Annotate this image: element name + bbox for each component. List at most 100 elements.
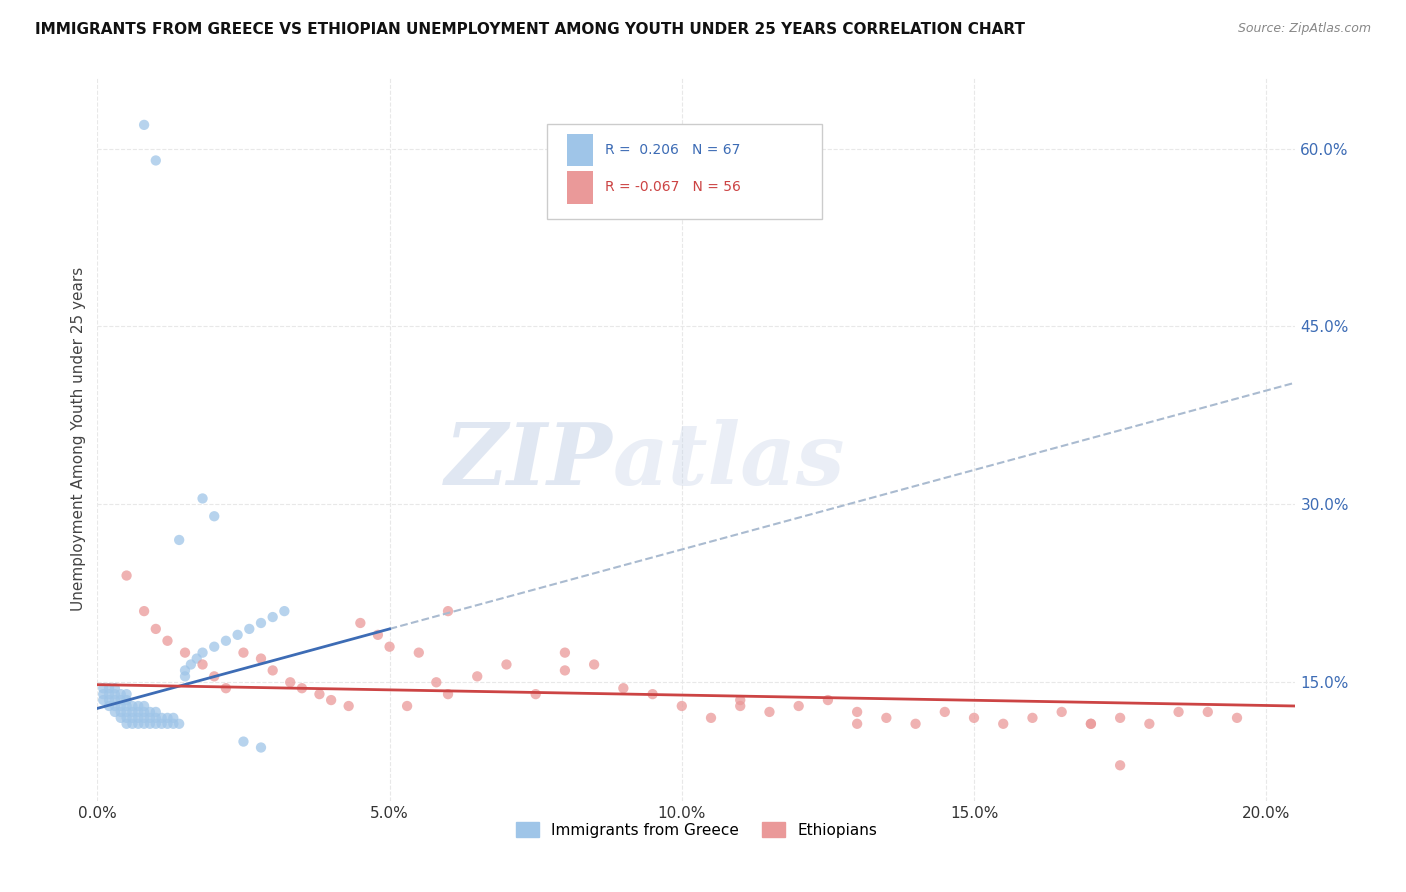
Point [132, 716, 155, 731]
Point [127, 711, 149, 725]
Point [1050, 705, 1073, 719]
Point [1167, 705, 1189, 719]
Point [465, 669, 488, 683]
Point [817, 693, 839, 707]
Point [202, 669, 225, 683]
Point [104, 693, 127, 707]
Text: atlas: atlas [613, 419, 845, 502]
Point [758, 705, 780, 719]
Point [162, 711, 184, 725]
Point [98, 698, 121, 713]
Text: Source: ZipAtlas.com: Source: ZipAtlas.com [1237, 22, 1371, 36]
Point [127, 705, 149, 719]
Point [1080, 716, 1102, 731]
Point [291, 681, 314, 696]
Point [215, 633, 238, 648]
Point [238, 622, 260, 636]
Point [308, 687, 330, 701]
Point [934, 705, 956, 719]
Point [278, 675, 301, 690]
FancyBboxPatch shape [547, 125, 823, 219]
Point [186, 651, 208, 665]
Point [846, 705, 869, 719]
Point [145, 705, 167, 719]
Point [367, 628, 389, 642]
Point [156, 633, 179, 648]
Point [671, 698, 693, 713]
Point [115, 698, 138, 713]
Point [202, 509, 225, 524]
Point [425, 675, 447, 690]
Point [98, 693, 121, 707]
Point [156, 711, 179, 725]
Point [180, 657, 202, 672]
Point [250, 615, 273, 630]
Point [408, 646, 430, 660]
Point [167, 533, 190, 547]
Point [191, 491, 214, 506]
Point [167, 716, 190, 731]
Point [700, 711, 723, 725]
Point [104, 681, 127, 696]
Text: ZIP: ZIP [444, 419, 613, 502]
Point [215, 681, 238, 696]
Point [875, 711, 897, 725]
Point [232, 646, 254, 660]
FancyBboxPatch shape [567, 171, 593, 203]
Point [174, 669, 197, 683]
Point [226, 628, 249, 642]
Point [115, 711, 138, 725]
Point [139, 711, 162, 725]
Point [127, 698, 149, 713]
Point [110, 711, 132, 725]
Point [104, 705, 127, 719]
Point [132, 698, 155, 713]
Point [993, 716, 1015, 731]
Point [1109, 711, 1132, 725]
Point [641, 687, 664, 701]
Point [98, 681, 121, 696]
Point [191, 657, 214, 672]
Point [150, 716, 173, 731]
Point [174, 646, 197, 660]
Y-axis label: Unemployment Among Youth under 25 years: Unemployment Among Youth under 25 years [72, 267, 86, 611]
Point [495, 657, 517, 672]
Point [554, 664, 576, 678]
Point [1137, 716, 1160, 731]
Point [145, 711, 167, 725]
Text: IMMIGRANTS FROM GREECE VS ETHIOPIAN UNEMPLOYMENT AMONG YOUTH UNDER 25 YEARS CORR: IMMIGRANTS FROM GREECE VS ETHIOPIAN UNEM… [35, 22, 1025, 37]
Point [1109, 758, 1132, 772]
Point [437, 604, 460, 618]
Point [250, 651, 273, 665]
Point [378, 640, 401, 654]
Point [145, 153, 167, 168]
Point [98, 687, 121, 701]
Point [1197, 705, 1219, 719]
Point [132, 118, 155, 132]
Point [787, 698, 810, 713]
Point [139, 716, 162, 731]
Point [121, 711, 143, 725]
Point [728, 698, 751, 713]
Point [127, 716, 149, 731]
Point [139, 705, 162, 719]
Point [337, 698, 360, 713]
Point [524, 687, 547, 701]
Point [110, 698, 132, 713]
Point [145, 716, 167, 731]
Point [250, 740, 273, 755]
Point [156, 716, 179, 731]
Point [273, 604, 295, 618]
Point [174, 664, 197, 678]
Point [121, 716, 143, 731]
Point [115, 716, 138, 731]
FancyBboxPatch shape [567, 134, 593, 166]
Point [121, 705, 143, 719]
Point [115, 687, 138, 701]
Point [104, 698, 127, 713]
Point [132, 711, 155, 725]
Point [110, 687, 132, 701]
Point [349, 615, 371, 630]
Point [132, 604, 155, 618]
Point [437, 687, 460, 701]
